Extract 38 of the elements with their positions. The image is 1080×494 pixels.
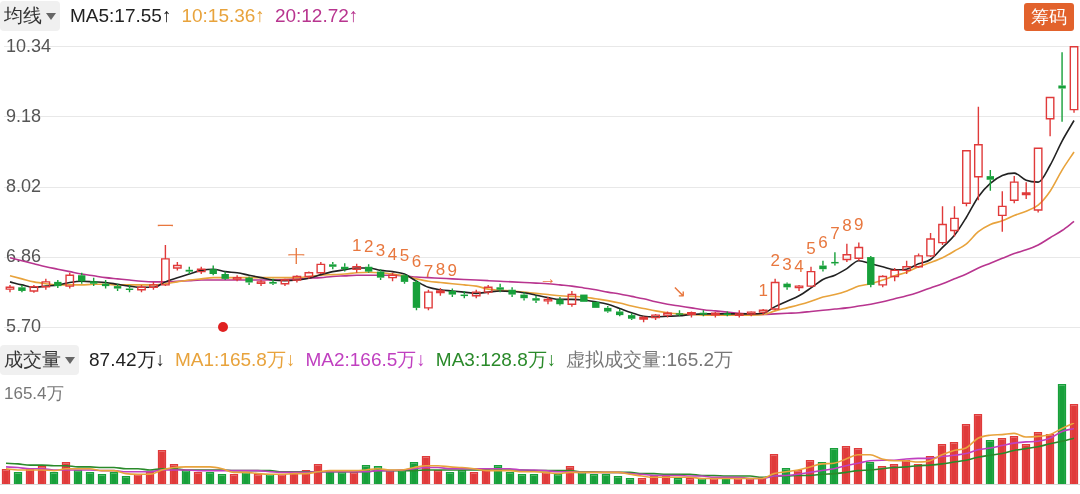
text: 1 <box>758 281 768 301</box>
text: 4 <box>387 245 398 264</box>
text: 6 <box>818 232 828 252</box>
y-tick-label: 10.34 <box>6 35 52 56</box>
y-tick-label: 6.86 <box>6 246 42 267</box>
text: 3 <box>782 254 792 274</box>
text: 9 <box>854 214 864 234</box>
text: MA3:128.8万↓ <box>435 349 557 370</box>
annotation: 165.4万 <box>4 383 64 405</box>
text: ↘ <box>672 282 687 302</box>
text: MA5:17.55↑ <box>70 5 172 27</box>
text: 十 <box>288 247 306 267</box>
y-tick-label: 9.18 <box>6 105 42 126</box>
text: 9 <box>447 260 458 280</box>
text: 20:12.72↑ <box>274 5 359 27</box>
y-tick-label: 8.02 <box>6 175 42 196</box>
text: 3 <box>375 241 386 261</box>
text: 5 <box>806 238 816 258</box>
text: 10:15.36↑ <box>181 5 265 27</box>
text: 一 <box>156 217 174 237</box>
text: 4 <box>794 257 804 277</box>
legend-title: 成交量 <box>4 348 61 372</box>
legend-title: 均线 <box>4 4 42 28</box>
text: 6 <box>411 252 422 272</box>
text: 2 <box>363 236 374 256</box>
text: 8 <box>435 260 446 280</box>
text: MA2:166.5万↓ <box>305 349 426 370</box>
text: 8 <box>842 215 852 235</box>
text: MA1:165.8万↓ <box>175 349 296 370</box>
y-tick-label: 5.70 <box>6 316 42 337</box>
text: 1 <box>351 235 362 255</box>
text: 7 <box>830 224 840 244</box>
text: 虚拟成交量:165.2万 <box>566 348 734 372</box>
text: 7 <box>423 261 434 281</box>
text: 筹码 <box>1024 3 1074 31</box>
text: 2 <box>770 251 780 271</box>
text: 5 <box>399 246 410 266</box>
text: 87.42万↓ <box>89 348 166 372</box>
